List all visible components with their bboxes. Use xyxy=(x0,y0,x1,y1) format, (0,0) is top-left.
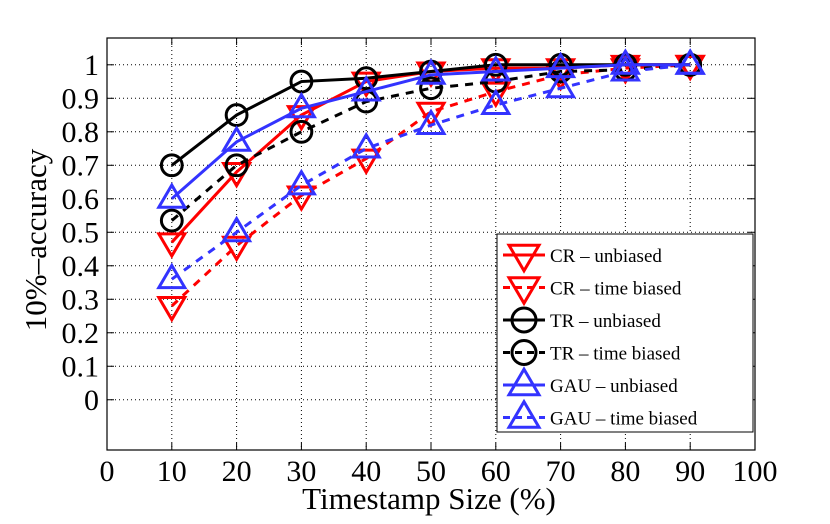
y-tick-label: 0.6 xyxy=(62,183,100,216)
data-point xyxy=(159,208,184,233)
x-tick-label: 40 xyxy=(351,455,381,488)
x-tick-label: 80 xyxy=(610,455,640,488)
legend-entry: CR – unbiased xyxy=(503,243,662,274)
y-tick-label: 0.5 xyxy=(62,216,100,249)
data-point xyxy=(156,262,188,290)
data-point xyxy=(220,215,253,243)
data-point xyxy=(415,101,447,129)
legend-label: CR – time biased xyxy=(550,279,682,300)
data-point xyxy=(354,66,379,91)
x-tick-label: 90 xyxy=(675,455,705,488)
legend-marker xyxy=(506,276,542,307)
data-point xyxy=(480,81,512,109)
y-tick-label: 0.1 xyxy=(62,350,100,383)
data-point xyxy=(159,153,184,178)
data-point xyxy=(156,296,188,323)
tick-layer: 0 10 20 30 40 50 60 70 80 90 10000.10.20.30.40.50.… xyxy=(62,38,778,488)
legend: CR – unbiased CR – time biased TR – unbias… xyxy=(496,233,754,433)
x-tick-label: 20 xyxy=(222,455,252,488)
data-point xyxy=(419,76,443,101)
legend-marker xyxy=(506,398,542,429)
data-point xyxy=(609,54,642,82)
legend-entry: GAU – unbiased xyxy=(503,366,678,397)
series-5 xyxy=(156,48,706,290)
x-tick-label: 50 xyxy=(416,455,446,488)
y-tick-label: 0.7 xyxy=(62,149,100,182)
x-tick-label: 30 xyxy=(286,455,316,488)
legend-marker xyxy=(506,243,542,274)
data-point xyxy=(285,168,318,196)
legend-marker xyxy=(506,366,542,397)
y-tick-label: 0.9 xyxy=(62,82,100,115)
legend-marker xyxy=(510,306,538,334)
legend-label: GAU – unbiased xyxy=(550,376,678,397)
data-point xyxy=(480,54,512,82)
data-point xyxy=(674,48,706,75)
legend-entry: TR – unbiased xyxy=(503,306,661,334)
data-point xyxy=(285,185,318,213)
x-tick-label: 70 xyxy=(546,455,576,488)
data-point xyxy=(220,235,253,263)
data-point xyxy=(156,182,188,209)
series-line xyxy=(170,63,691,281)
data-point xyxy=(156,232,188,259)
y-tick-label: 0 xyxy=(84,384,99,417)
legend-label: CR – unbiased xyxy=(550,246,662,267)
data-point xyxy=(350,131,382,159)
y-tick-label: 0.2 xyxy=(62,317,100,350)
x-tick-label: 0 xyxy=(100,455,115,488)
series-layer xyxy=(156,48,706,323)
data-point xyxy=(415,58,447,85)
y-tick-label: 0.8 xyxy=(62,116,100,149)
series-line xyxy=(170,63,691,244)
data-point xyxy=(350,74,382,102)
x-tick-label: 10 xyxy=(157,455,187,488)
data-point xyxy=(289,119,314,144)
data-point xyxy=(480,88,512,115)
data-point xyxy=(224,153,249,178)
legend-entry: TR – time biased xyxy=(503,339,681,366)
series-4 xyxy=(156,48,706,209)
data-point xyxy=(285,91,318,119)
legend-entry: GAU – time biased xyxy=(503,398,698,430)
y-tick-label: 0.4 xyxy=(62,250,100,283)
y-tick-label: 0.3 xyxy=(62,283,100,316)
legend-label: TR – time biased xyxy=(550,344,681,365)
data-point xyxy=(483,52,508,77)
legend-label: GAU – time biased xyxy=(550,409,698,430)
data-point xyxy=(220,125,253,152)
series-line xyxy=(170,63,691,200)
data-point xyxy=(350,71,382,99)
legend-marker xyxy=(510,339,538,366)
data-point xyxy=(674,54,706,82)
x-tick-label: 100 xyxy=(733,455,778,488)
legend-entry: CR – time biased xyxy=(503,276,682,307)
y-axis-label: 10%–accuracy xyxy=(18,148,53,331)
legend-box xyxy=(496,233,754,433)
x-tick-label: 60 xyxy=(481,455,511,488)
data-point xyxy=(415,108,447,136)
x-axis-label: Timestamp Size (%) xyxy=(302,481,556,516)
data-point xyxy=(609,48,642,75)
legend-label: TR – unbiased xyxy=(550,311,661,332)
data-point xyxy=(544,71,577,99)
data-point xyxy=(350,148,382,176)
series-line xyxy=(170,63,691,222)
y-tick-label: 1 xyxy=(84,49,99,82)
